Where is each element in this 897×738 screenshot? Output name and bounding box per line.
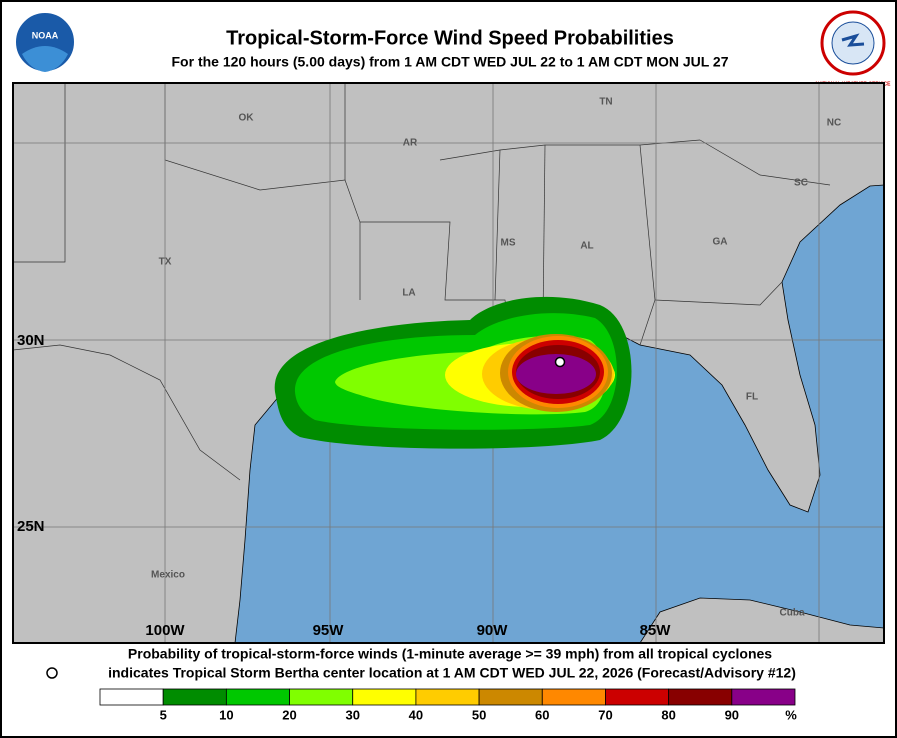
region-label: SC [794, 178, 808, 189]
cuba-land [639, 597, 884, 643]
legend-unit: % [785, 707, 797, 722]
legend-swatch [668, 688, 733, 706]
lon-label: 85W [640, 622, 672, 639]
legend-swatch [731, 688, 796, 706]
subtitle: For the 120 hours (5.00 days) from 1 AM … [172, 54, 729, 70]
center-symbol [46, 667, 58, 679]
legend-label: 80 [661, 707, 675, 722]
legend-label: 50 [472, 707, 486, 722]
region-label: NC [827, 118, 841, 129]
storm-center [554, 356, 566, 368]
region-label: Cuba [780, 608, 805, 619]
lat-label: 25N [17, 518, 45, 535]
map: OK AR TN NC SC MS AL GA TX LA FL Mexico … [13, 83, 884, 643]
legend-label: 60 [535, 707, 549, 722]
legend-label: 70 [598, 707, 612, 722]
footer-line: indicates Tropical Storm Bertha center l… [108, 665, 796, 681]
lon-label: 90W [477, 622, 509, 639]
legend-label: 20 [282, 707, 296, 722]
legend-swatch [605, 688, 670, 706]
logo-text: NOAA [32, 30, 59, 40]
region-label: FL [746, 392, 758, 403]
legend-swatch [541, 688, 606, 706]
legend-label: 5 [160, 707, 167, 722]
legend-swatch [289, 688, 354, 706]
lon-label: 100W [145, 622, 185, 639]
footer-line: Probability of tropical-storm-force wind… [128, 646, 772, 662]
map-border [12, 82, 885, 644]
legend-label: 10 [219, 707, 233, 722]
legend: 5 10 20 30 40 50 60 70 80 90% [99, 688, 797, 722]
lat-label: 30N [17, 332, 45, 349]
region-label: TX [159, 257, 172, 268]
region-label: MS [501, 238, 516, 249]
region-label: TN [599, 97, 612, 108]
legend-swatch [162, 688, 227, 706]
legend-swatch [415, 688, 480, 706]
region-label: AR [403, 138, 418, 149]
title: Tropical-Storm-Force Wind Speed Probabil… [226, 27, 674, 49]
legend-swatch [352, 688, 417, 706]
legend-label: 40 [409, 707, 423, 722]
legend-swatch [99, 688, 164, 706]
nws-logo: NATIONAL WEATHER SERVICE [816, 10, 891, 87]
region-labels: OK AR TN NC SC MS AL GA TX LA FL Mexico … [151, 97, 841, 619]
noaa-logo: NOAA [14, 11, 76, 73]
legend-label: 90 [725, 707, 739, 722]
probability-swaths [274, 296, 632, 449]
region-label: AL [580, 241, 593, 252]
legend-label: 30 [345, 707, 359, 722]
region-label: Mexico [151, 570, 185, 581]
region-label: GA [713, 237, 728, 248]
lon-label: 95W [313, 622, 345, 639]
legend-swatch [478, 688, 543, 706]
region-label: LA [402, 288, 415, 299]
region-label: OK [239, 113, 255, 124]
legend-swatch [225, 688, 290, 706]
